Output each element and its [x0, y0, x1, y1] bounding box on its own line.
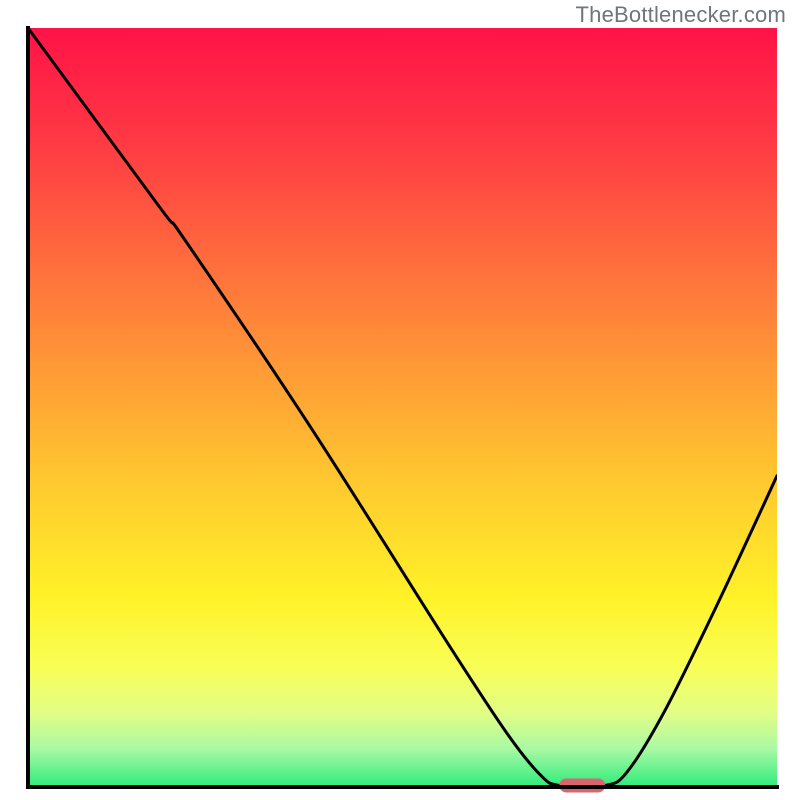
watermark-text: TheBottlenecker.com — [576, 2, 786, 28]
chart-container: TheBottlenecker.com — [0, 0, 800, 800]
bottleneck-chart — [0, 0, 800, 800]
chart-background — [28, 28, 777, 787]
